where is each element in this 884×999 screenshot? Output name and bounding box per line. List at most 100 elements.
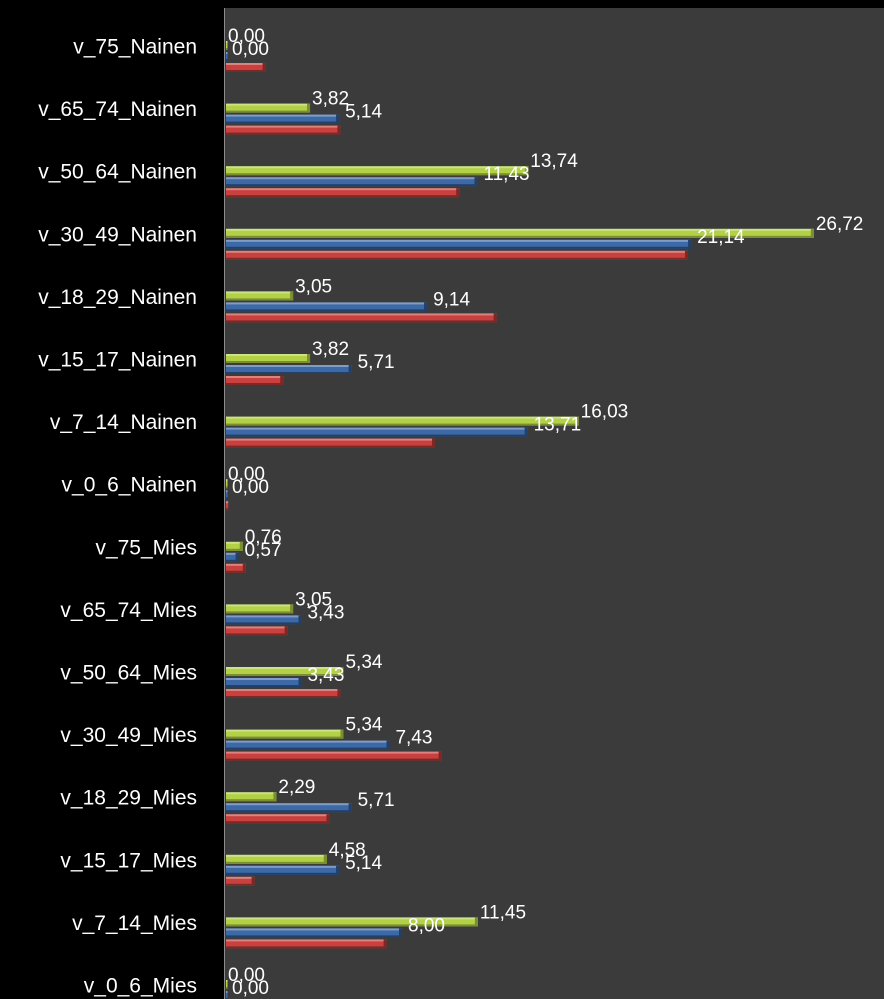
bar-end-cap xyxy=(386,740,390,750)
value-label: 5,71 xyxy=(358,352,395,373)
bar-highlight xyxy=(226,365,352,367)
bar-end-cap xyxy=(383,939,387,949)
bar-shadow xyxy=(226,946,387,949)
bar-highlight xyxy=(226,980,228,982)
bar-shadow xyxy=(226,987,228,989)
bar xyxy=(226,479,228,489)
value-label: 11,45 xyxy=(480,902,526,923)
value-label: 3,43 xyxy=(307,602,344,623)
bar-highlight xyxy=(226,626,288,629)
bar-end-cap xyxy=(336,114,340,124)
bar xyxy=(226,501,229,511)
bar-shadow xyxy=(226,883,255,886)
bar-shadow xyxy=(226,685,302,687)
bar-highlight xyxy=(226,313,497,316)
bar-shadow xyxy=(226,434,528,437)
value-label: 5,34 xyxy=(345,715,382,736)
value-label: 0,00 xyxy=(228,965,265,986)
bar-highlight xyxy=(226,751,442,754)
bar xyxy=(226,803,352,813)
bar xyxy=(226,615,302,625)
bar-highlight xyxy=(226,177,478,180)
bar-highlight xyxy=(226,552,239,555)
bar-end-cap xyxy=(290,604,294,614)
bar xyxy=(226,552,239,562)
bar-end-cap xyxy=(810,228,814,238)
bar-highlight xyxy=(226,803,352,806)
value-label: 9,14 xyxy=(433,289,470,310)
value-label: 0,00 xyxy=(228,464,265,485)
bar-shadow xyxy=(226,696,341,698)
bar xyxy=(226,876,255,886)
bar-shadow xyxy=(226,736,344,739)
bar-end-cap xyxy=(251,876,255,886)
bar-end-cap xyxy=(284,626,288,636)
value-label: 5,34 xyxy=(345,652,382,673)
bar-end-cap xyxy=(575,416,579,426)
bar xyxy=(226,980,228,989)
value-label: 11,43 xyxy=(483,164,529,185)
category-label: v_50_64_Nainen xyxy=(38,161,197,184)
bar-end-cap xyxy=(525,166,529,176)
bar xyxy=(226,814,330,824)
bar-end-cap xyxy=(432,438,435,448)
bar-highlight xyxy=(226,479,228,482)
bar xyxy=(226,854,327,864)
bar-highlight xyxy=(226,228,814,231)
bar-shadow xyxy=(226,486,228,489)
bar-end-cap xyxy=(337,125,341,135)
bar xyxy=(226,792,277,802)
bar xyxy=(226,678,302,687)
category-label: v_15_17_Mies xyxy=(60,849,197,872)
bar-highlight xyxy=(226,854,327,857)
bar-highlight xyxy=(226,939,387,942)
bar-shadow xyxy=(226,320,497,323)
bar-end-cap xyxy=(438,751,442,761)
bar-highlight xyxy=(226,541,243,544)
category-label: v_7_14_Nainen xyxy=(50,411,197,434)
category-label: v_75_Nainen xyxy=(73,36,197,59)
bar-highlight xyxy=(226,438,435,441)
bar xyxy=(226,177,478,187)
bar-highlight xyxy=(226,865,340,868)
bar-shadow xyxy=(226,747,390,750)
bar-end-cap xyxy=(685,250,688,260)
bar-shadow xyxy=(226,70,266,72)
value-label: 26,72 xyxy=(816,214,864,235)
bar xyxy=(226,103,311,113)
bar-end-cap xyxy=(290,291,294,301)
bar-highlight xyxy=(226,239,692,242)
bar xyxy=(226,541,243,551)
bar-highlight xyxy=(226,615,302,618)
category-label: v_18_29_Mies xyxy=(60,787,197,810)
bar xyxy=(226,865,340,875)
bar-end-cap xyxy=(298,615,302,625)
bar xyxy=(226,41,228,50)
bar-shadow xyxy=(226,497,228,500)
value-labels-layer: 0,000,003,825,1413,7411,4326,7221,143,05… xyxy=(228,26,863,999)
bar-end-cap xyxy=(348,365,352,374)
category-label: v_65_74_Nainen xyxy=(38,98,197,121)
bar xyxy=(226,917,478,927)
value-label: 3,82 xyxy=(312,89,349,110)
bar-highlight xyxy=(226,876,255,879)
bar-highlight xyxy=(226,563,246,566)
bar-shadow xyxy=(226,633,288,636)
bar xyxy=(226,228,814,238)
bar-shadow xyxy=(226,235,814,238)
bar-shadow xyxy=(226,674,344,676)
value-label: 0,00 xyxy=(232,978,269,999)
value-label: 0,00 xyxy=(232,39,269,60)
category-label: v_65_74_Mies xyxy=(60,599,197,622)
bar-shadow xyxy=(226,799,277,802)
bar-shadow xyxy=(226,246,692,249)
bar-highlight xyxy=(226,416,579,419)
bar xyxy=(226,751,442,761)
bar-highlight xyxy=(226,792,277,795)
bar-highlight xyxy=(226,52,228,54)
value-label: 0,76 xyxy=(245,527,282,548)
category-label: v_30_49_Nainen xyxy=(38,223,197,246)
category-label: v_18_29_Nainen xyxy=(38,286,197,309)
value-label: 2,29 xyxy=(278,777,315,798)
